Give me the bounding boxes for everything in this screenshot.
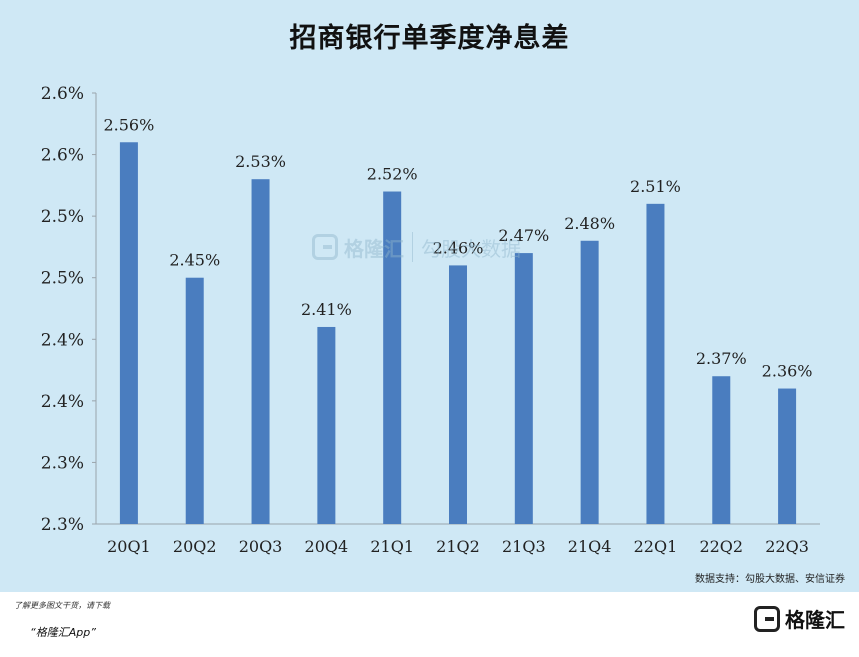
- data-label: 2.41%: [301, 300, 352, 319]
- footer-app-name[interactable]: “格隆汇App”: [30, 626, 96, 639]
- y-tick-label: 2.4%: [41, 330, 84, 350]
- chart-title: 招商银行单季度净息差: [289, 23, 570, 54]
- bar: [251, 179, 270, 524]
- x-tick-label: 20Q4: [305, 537, 349, 556]
- x-tick-label: 22Q2: [699, 537, 743, 556]
- brand-logo-icon: [754, 605, 780, 632]
- bar: [119, 142, 138, 524]
- bar: [449, 265, 467, 524]
- brand-name: 格隆汇: [785, 608, 845, 632]
- bar-chart: 2.3% 2.3% 2.4% 2.4% 2.5% 2.5% 2.6% 2.6% 2.56% 20Q…: [41, 84, 820, 556]
- footer-note: 了解更多图文干货，请下载: [14, 601, 110, 610]
- y-tick-label: 2.6%: [41, 84, 84, 104]
- x-tick-label: 21Q3: [502, 537, 546, 556]
- y-tick-label: 2.3%: [41, 453, 84, 473]
- x-tick-label: 20Q2: [173, 537, 217, 556]
- bar: [514, 253, 533, 525]
- x-tick-label: 21Q1: [370, 537, 414, 556]
- data-label: 2.51%: [630, 177, 681, 196]
- y-tick-label: 2.3%: [41, 515, 84, 535]
- bar: [383, 191, 402, 524]
- data-label: 2.36%: [762, 362, 813, 381]
- data-label: 2.45%: [169, 251, 220, 270]
- data-label: 2.37%: [696, 349, 747, 368]
- y-tick-label: 2.6%: [41, 146, 84, 166]
- x-tick-label: 22Q1: [634, 537, 678, 556]
- x-tick-label: 22Q3: [765, 537, 809, 556]
- bar: [580, 240, 599, 524]
- x-tick-label: 20Q3: [239, 537, 283, 556]
- y-tick-label: 2.4%: [41, 392, 84, 412]
- bar: [646, 203, 665, 525]
- data-source: 数据支持：勾股大数据、安信证券: [695, 574, 845, 585]
- x-tick-label: 20Q1: [107, 537, 151, 556]
- bar: [317, 326, 336, 524]
- bar: [712, 376, 731, 524]
- footer-brand: 格隆汇: [754, 604, 845, 633]
- data-label: 2.47%: [498, 226, 549, 245]
- x-tick-label: 21Q2: [436, 537, 480, 556]
- data-label: 2.52%: [367, 165, 418, 184]
- data-label: 2.48%: [564, 214, 615, 233]
- x-tick-label: 21Q4: [568, 537, 612, 556]
- data-label: 2.56%: [103, 115, 154, 134]
- bar: [185, 277, 204, 524]
- data-label: 2.53%: [235, 152, 286, 171]
- bar: [778, 388, 797, 524]
- data-label: 2.46%: [433, 238, 484, 257]
- y-tick-label: 2.5%: [41, 269, 84, 289]
- y-tick-label: 2.5%: [41, 207, 84, 227]
